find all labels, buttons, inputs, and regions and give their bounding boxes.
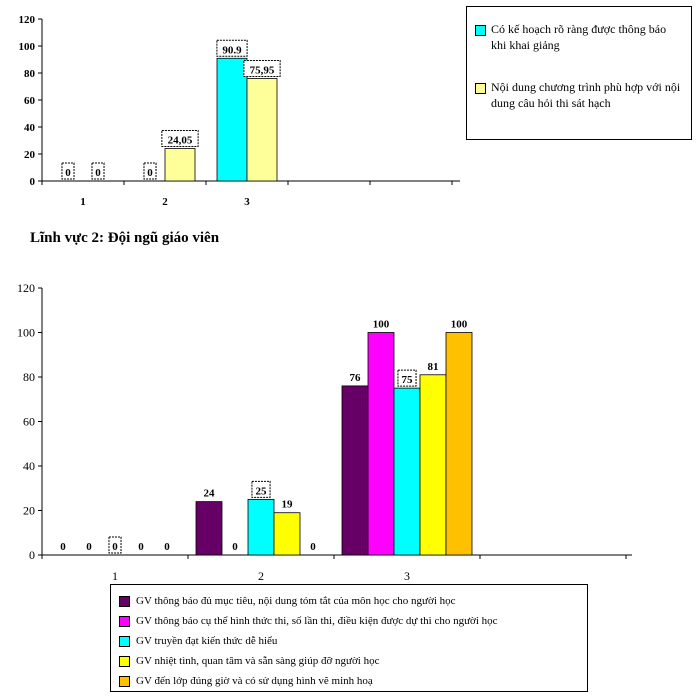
chart-1-y-tick-label: 120 xyxy=(19,14,36,26)
chart-1-data-label: 0 xyxy=(65,167,71,179)
chart-2-bar xyxy=(419,374,447,556)
legend-swatch-orange xyxy=(119,675,130,687)
chart-1-data-label: 24,05 xyxy=(168,135,193,147)
chart-2-y-tick-label: 40 xyxy=(23,459,35,473)
legend-swatch-light-yellow xyxy=(475,83,486,94)
chart-2-bar xyxy=(341,385,369,556)
chart-1-data-label-box xyxy=(61,162,75,180)
chart-2-data-label: 24 xyxy=(204,488,216,500)
chart-1-bar xyxy=(246,78,278,182)
chart-1: 0 20 40 60 80 100 120 1 2 3 0 0 0 24,05 90.9 75,95 xyxy=(19,14,460,208)
chart-1-y-tick-label: 20 xyxy=(24,149,36,161)
chart-1-y-tick-label: 60 xyxy=(24,95,36,107)
chart-2-y-tick-label: 80 xyxy=(23,370,35,384)
chart-2-bar xyxy=(273,512,301,556)
legend-swatch-magenta xyxy=(119,615,130,627)
chart-2-data-label-box xyxy=(397,369,417,387)
chart-2-data-label-box xyxy=(251,480,271,498)
chart-1-y-tick-label: 80 xyxy=(24,68,36,80)
chart-2-bar xyxy=(195,501,223,556)
legend-label: Nội dung chương trình phù hợp với nội du… xyxy=(491,80,681,110)
chart-2-y-tick-label: 100 xyxy=(17,326,35,340)
legend-swatch-purple xyxy=(119,595,130,607)
chart-2-legend-entry: GV thông báo đủ mục tiêu, nội dung tóm t… xyxy=(119,591,579,611)
chart-2-bar xyxy=(247,498,275,556)
legend-label: GV truyền đạt kiến thức dễ hiểu xyxy=(136,635,278,647)
chart-2-data-label: 0 xyxy=(164,541,170,553)
chart-2-bar xyxy=(367,332,395,556)
chart-1-data-label: 0 xyxy=(147,167,153,179)
chart-2-y-tick-label: 0 xyxy=(29,548,35,562)
chart-2-legend-entry: GV truyền đạt kiến thức dễ hiểu xyxy=(119,631,579,651)
chart-2-y-tick-label: 120 xyxy=(17,281,35,295)
chart-2-bar xyxy=(393,387,421,556)
chart-2-data-label-box xyxy=(108,536,122,554)
chart-1-legend-entry: Có kế hoạch rõ ràng được thông báo khi k… xyxy=(475,21,683,53)
chart-2-data-label: 25 xyxy=(256,485,268,497)
chart-1-data-label: 90.9 xyxy=(222,44,242,56)
chart-2-y-tick-label: 20 xyxy=(23,504,35,518)
chart-1-category-label: 3 xyxy=(244,196,250,208)
chart-1-bar xyxy=(216,57,248,182)
chart-2-legend-entry: GV nhiệt tình, quan tâm và sẵn sàng giúp… xyxy=(119,651,579,671)
chart-1-data-label-box xyxy=(243,59,281,77)
chart-2-data-label: 100 xyxy=(373,319,390,331)
legend-label: GV thông báo đủ mục tiêu, nội dung tóm t… xyxy=(136,595,456,607)
legend-swatch-cyan xyxy=(475,25,486,36)
chart-1-data-label: 0 xyxy=(95,167,101,179)
chart-2-category-label: 2 xyxy=(258,569,264,580)
chart-1-legend-entry: Nội dung chương trình phù hợp với nội du… xyxy=(475,79,683,111)
chart-2-legend: GV thông báo đủ mục tiêu, nội dung tóm t… xyxy=(110,584,588,692)
chart-1-y-tick-label: 40 xyxy=(24,122,36,134)
chart-1-y-tick-label: 100 xyxy=(19,41,36,53)
chart-2-data-label: 0 xyxy=(138,541,144,553)
chart-2-data-label: 75 xyxy=(402,374,414,386)
chart-2-category-label: 1 xyxy=(112,569,118,580)
chart-2-data-label: 0 xyxy=(310,541,316,553)
chart-1-data-label-box xyxy=(216,39,248,57)
chart-2-legend-entry: GV đến lớp đúng giờ và có sử dụng hình v… xyxy=(119,671,579,691)
chart-2-data-label: 76 xyxy=(350,372,362,384)
chart-1-data-label-box xyxy=(143,162,157,180)
chart-1-category-label: 1 xyxy=(80,196,86,208)
chart-2-legend-entry: GV thông báo cụ thể hình thức thi, số lầ… xyxy=(119,611,579,631)
chart-2-data-label: 0 xyxy=(86,541,92,553)
chart-2-y-tick-label: 60 xyxy=(23,415,35,429)
chart-1-bar xyxy=(164,148,196,182)
chart-2-data-label: 0 xyxy=(232,541,238,553)
chart-2-category-label: 3 xyxy=(404,569,410,580)
chart-1-data-label: 75,95 xyxy=(250,64,275,76)
chart-1-data-label-box xyxy=(91,162,105,180)
chart-2-bar xyxy=(445,332,473,556)
legend-label: GV thông báo cụ thể hình thức thi, số lầ… xyxy=(136,615,498,627)
chart-2-data-label: 100 xyxy=(451,319,468,331)
legend-label: GV nhiệt tình, quan tâm và sẵn sàng giúp… xyxy=(136,655,380,667)
legend-swatch-yellow xyxy=(119,655,130,667)
chart-1-category-label: 2 xyxy=(162,196,168,208)
legend-label: Có kế hoạch rõ ràng được thông báo khi k… xyxy=(491,22,667,52)
chart-1-y-tick-label: 0 xyxy=(30,176,36,188)
chart-2-data-label: 19 xyxy=(282,499,294,511)
chart-2-data-label: 81 xyxy=(428,361,439,373)
legend-label: GV đến lớp đúng giờ và có sử dụng hình v… xyxy=(136,675,373,687)
chart-2-data-label: 0 xyxy=(112,541,118,553)
chart-1-legend: Có kế hoạch rõ ràng được thông báo khi k… xyxy=(466,6,692,140)
chart-2-data-label: 0 xyxy=(60,541,66,553)
chart-2: 0 20 40 60 80 100 120 1 2 3 0 0 0 0 0 24 0 25 19 0 76 100 75 81… xyxy=(17,281,632,580)
chart-1-data-label-box xyxy=(161,130,199,148)
legend-swatch-cyan xyxy=(119,635,130,647)
section-title: Lĩnh vực 2: Đội ngũ giáo viên xyxy=(30,230,220,246)
